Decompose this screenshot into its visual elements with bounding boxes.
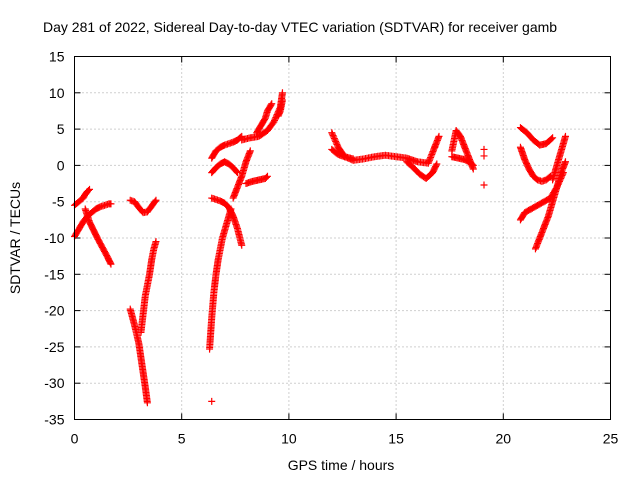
data-point <box>268 100 276 108</box>
y-tick-label: -35 <box>44 412 64 428</box>
data-point <box>107 260 115 268</box>
series-point-c <box>480 181 488 189</box>
series-arc-i <box>208 132 246 162</box>
data-point <box>433 160 441 168</box>
series-arc-r <box>403 158 441 182</box>
data-point <box>480 145 488 153</box>
data-point <box>278 89 286 97</box>
x-tick-label: 20 <box>496 431 512 447</box>
data-point <box>233 169 241 177</box>
series-arc-d <box>126 196 160 217</box>
data-point <box>152 238 160 246</box>
series-arc-f <box>137 238 160 336</box>
data-point <box>349 155 357 163</box>
data-point <box>143 399 151 407</box>
series-arc-e <box>126 305 151 407</box>
x-tick-label: 25 <box>603 431 619 447</box>
y-tick-label: 15 <box>49 49 65 65</box>
data-point <box>151 197 159 205</box>
grid-layer <box>74 56 611 420</box>
series-arc-c <box>81 205 115 268</box>
data-point <box>86 185 94 193</box>
data-point <box>469 161 477 169</box>
data-point <box>432 161 440 169</box>
data-point <box>435 132 443 140</box>
x-tick-label: 10 <box>281 431 297 447</box>
data-point <box>233 168 241 176</box>
series-arc-h <box>208 194 246 249</box>
series-arc-u <box>448 153 477 169</box>
data-point <box>238 241 246 249</box>
data-point <box>208 397 216 405</box>
data-point <box>561 158 569 166</box>
series-arc-x <box>549 132 569 184</box>
data-points-layer <box>71 89 569 407</box>
x-tick-label: 0 <box>71 431 79 447</box>
y-tick-label: -30 <box>44 375 64 391</box>
series-arc-z <box>531 158 569 253</box>
data-point <box>549 134 557 142</box>
data-point <box>262 173 270 181</box>
data-point <box>84 186 92 194</box>
y-axis-label: SDTVAR / TECUs <box>7 182 23 294</box>
series-arc-p <box>328 129 439 167</box>
x-tick-label: 5 <box>178 431 186 447</box>
y-tick-label: -25 <box>44 339 64 355</box>
chart-title: Day 281 of 2022, Sidereal Day-to-day VTE… <box>43 19 557 35</box>
series-point-b <box>480 152 488 160</box>
y-tick-label: -20 <box>44 303 64 319</box>
y-tick-label: -10 <box>44 230 64 246</box>
y-tick-label: -5 <box>52 194 65 210</box>
x-axis-label: GPS time / hours <box>288 457 395 473</box>
series-arc-m <box>242 172 271 188</box>
data-point <box>106 259 114 267</box>
y-tick-label: 5 <box>57 121 65 137</box>
data-point <box>263 172 271 180</box>
data-point <box>480 181 488 189</box>
tick-layer: 0 5 10 15 20 25 15 10 5 0 -5 -10 -15 -20 -25 -30 -35 <box>44 49 618 447</box>
data-point <box>548 135 556 143</box>
y-tick-label: 10 <box>49 85 65 101</box>
series-arc-w <box>516 143 554 185</box>
data-point <box>152 196 160 204</box>
data-point <box>246 147 254 155</box>
series-arc-k <box>229 147 254 202</box>
x-tick-label: 15 <box>388 431 404 447</box>
y-tick-label: 0 <box>57 157 65 173</box>
series-point-low <box>208 397 216 405</box>
data-point <box>267 101 275 109</box>
series-arc-o <box>274 96 286 120</box>
data-point <box>480 152 488 160</box>
y-tick-label: -15 <box>44 266 64 282</box>
data-point <box>468 160 476 168</box>
series-arc-s <box>431 132 443 151</box>
data-point <box>107 200 115 208</box>
data-point <box>278 96 286 104</box>
series-arc-j <box>208 158 241 177</box>
series-arc-n <box>253 100 276 137</box>
series-arc-q <box>328 145 357 163</box>
data-point <box>561 132 569 140</box>
series-arc-g <box>206 205 235 353</box>
series-arc-v <box>516 124 557 149</box>
series-point-a <box>480 145 488 153</box>
series-arc-b <box>71 185 94 209</box>
plot-frame <box>74 56 611 420</box>
